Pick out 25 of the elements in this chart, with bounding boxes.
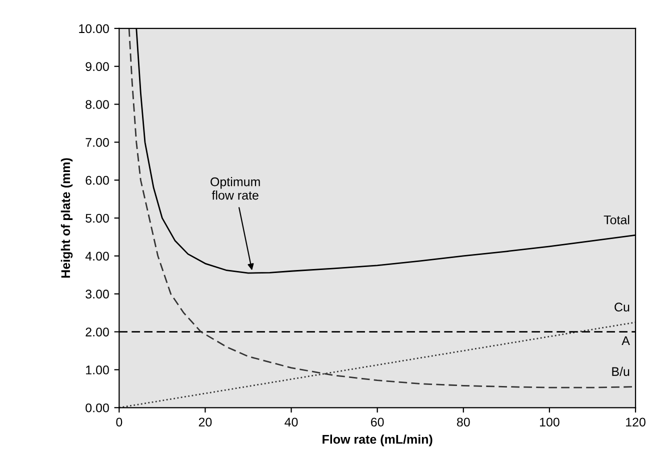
annotation: Optimum flow rate xyxy=(210,177,260,200)
x-tick-label: 100 xyxy=(540,418,560,427)
x-tick-label: 40 xyxy=(284,418,298,427)
y-tick-label: 4.00 xyxy=(85,252,109,261)
y-axis-title: Height of plate (mm) xyxy=(60,158,73,278)
series-label: A xyxy=(622,336,630,346)
y-tick-label: 10.00 xyxy=(79,24,109,34)
y-tick-label: 1.00 xyxy=(86,366,109,374)
y-tick-label: 3.00 xyxy=(86,290,109,299)
series-label: Cu xyxy=(614,302,630,312)
series-label: B/u xyxy=(612,366,630,376)
x-tick-label: 20 xyxy=(198,418,212,427)
series-label: Total xyxy=(604,215,630,224)
x-tick-label: 0 xyxy=(116,418,122,427)
x-axis-title: Flow rate (mL/min) xyxy=(322,434,432,446)
x-tick-label: 60 xyxy=(371,418,384,427)
y-tick-label: 6.00 xyxy=(86,176,109,185)
y-tick-label: 7.00 xyxy=(86,138,109,147)
y-tick-label: 9.00 xyxy=(86,62,109,72)
y-tick-label: 0.00 xyxy=(86,403,109,412)
y-tick-label: 2.00 xyxy=(86,328,109,336)
y-tick-label: 8.00 xyxy=(86,100,109,109)
x-tick-label: 120 xyxy=(626,418,646,427)
y-tick-label: 5.00 xyxy=(86,214,109,223)
x-tick-label: 80 xyxy=(456,418,470,427)
